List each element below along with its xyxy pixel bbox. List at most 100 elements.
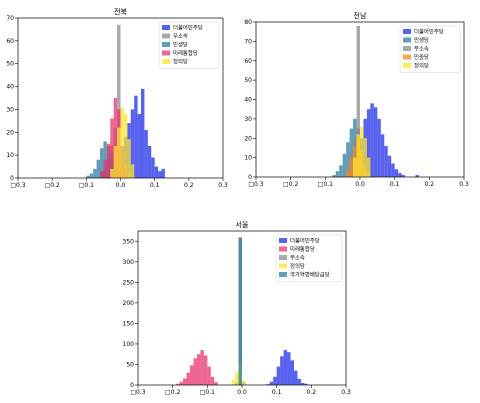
chart-panel-jeonbuk: 전북 □0.3 □0.2 □0.1 0.0 0.1 0.2 0.3 0 10 20 30 40 50 60 7… bbox=[6, 7, 228, 189]
legend-label: 미래통합당 bbox=[290, 245, 315, 253]
bar-seoul-s0-b6 bbox=[287, 352, 291, 385]
bar-jeonbuk-s3-b1 bbox=[103, 159, 107, 178]
y-tick-label: 200 bbox=[123, 300, 135, 307]
x-tick-label: 0.3 bbox=[459, 181, 469, 188]
bar-jeonnam-s1-b2 bbox=[339, 165, 343, 177]
legend-swatch bbox=[403, 29, 411, 34]
x-tick-label: 0.2 bbox=[425, 181, 435, 188]
y-tick-label: 20 bbox=[244, 135, 252, 142]
legend-label: 무소속 bbox=[173, 32, 188, 40]
x-tick-label: □0.1 bbox=[200, 389, 215, 396]
bar-jeonbuk-s0-b6 bbox=[141, 88, 145, 178]
bar-seoul-s0-b11 bbox=[304, 383, 308, 385]
y-tick-label: 300 bbox=[123, 259, 135, 266]
bar-jeonnam-s3-b0 bbox=[346, 169, 350, 177]
chart-title: 전남 bbox=[354, 11, 367, 20]
legend-swatch bbox=[162, 50, 170, 56]
bar-jeonbuk-s4-b6 bbox=[130, 164, 135, 178]
bar-jeonnam-s0-b6 bbox=[377, 118, 381, 177]
bar-jeonnam-s1-b1 bbox=[335, 171, 340, 177]
bar-jeonnam-s3-b1 bbox=[349, 157, 354, 177]
x-tick-label: □0.3 bbox=[130, 389, 145, 396]
y-tick-label: 70 bbox=[6, 15, 14, 22]
x-tick-label: 0.2 bbox=[307, 389, 317, 396]
bar-jeonnam-s0-b8 bbox=[384, 146, 388, 177]
y-tick-label: 0 bbox=[248, 174, 252, 181]
bar-jeonnam-s4-b0 bbox=[353, 157, 357, 177]
x-tick-label: 0.0 bbox=[355, 181, 365, 188]
legend-swatch bbox=[403, 54, 411, 60]
x-tick-label: 0.0 bbox=[116, 182, 126, 189]
legend-swatch bbox=[279, 263, 287, 269]
bar-jeonnam-s0-b12 bbox=[398, 173, 402, 177]
bar-seoul-s0-b0 bbox=[266, 384, 270, 385]
x-tick-label: 0.0 bbox=[237, 389, 247, 396]
chart-title: 전북 bbox=[114, 7, 127, 16]
bar-jeonbuk-s1-b5 bbox=[117, 24, 121, 178]
x-tick-label: □0.1 bbox=[318, 181, 333, 188]
legend-swatch bbox=[162, 25, 170, 30]
bar-seoul-s1-b9 bbox=[207, 366, 211, 385]
y-tick-label: 10 bbox=[244, 155, 252, 162]
legend-label: 더불어민주당 bbox=[173, 24, 203, 32]
legend-label: 민중당 bbox=[414, 53, 429, 61]
legend-swatch bbox=[162, 42, 170, 47]
legend-label: 더불어민주당 bbox=[290, 237, 320, 245]
y-tick-label: 100 bbox=[123, 341, 135, 348]
bar-seoul-s1-b5 bbox=[193, 358, 197, 385]
bar-jeonbuk-s4-b2 bbox=[117, 127, 121, 178]
chart-panel-jeonnam: 전남 □0.3 □0.2 □0.1 0.0 0.1 0.2 0.3 0 10 20 30 40 50 60 7… bbox=[244, 11, 469, 188]
x-tick-label: 0.3 bbox=[218, 182, 228, 189]
bar-seoul-s1-b1 bbox=[179, 381, 184, 385]
x-tick-label: □0.2 bbox=[283, 181, 298, 188]
y-tick-label: 50 bbox=[244, 77, 252, 84]
bar-jeonnam-s0-b3 bbox=[366, 109, 371, 177]
x-tick-label: □0.2 bbox=[165, 389, 180, 396]
bar-seoul-s1-b11 bbox=[214, 382, 218, 385]
bar-jeonbuk-s4-b1 bbox=[113, 146, 118, 178]
legend-label: 정의당 bbox=[290, 263, 305, 270]
bar-seoul-s1-b6 bbox=[196, 354, 201, 385]
y-tick-label: 20 bbox=[6, 129, 14, 136]
bar-jeonnam-s1-b4 bbox=[346, 142, 350, 177]
legend-swatch bbox=[162, 33, 170, 39]
x-tick-label: □0.2 bbox=[45, 182, 60, 189]
y-tick-label: 70 bbox=[244, 38, 252, 45]
bar-seoul-s0-b9 bbox=[297, 378, 301, 385]
bar-jeonbuk-s4-b0 bbox=[110, 168, 114, 178]
bar-seoul-s1-b2 bbox=[183, 378, 187, 385]
bar-jeonbuk-s2-b4 bbox=[100, 148, 104, 178]
legend-swatch bbox=[403, 46, 411, 51]
bar-jeonnam-s0-b13 bbox=[401, 175, 406, 177]
legend-label: 민생당 bbox=[173, 41, 188, 49]
bar-jeonbuk-s0-b5 bbox=[137, 114, 141, 178]
bar-jeonbuk-s2-b0 bbox=[86, 175, 90, 178]
bar-seoul-s0-b1 bbox=[269, 381, 274, 385]
y-tick-label: 60 bbox=[244, 58, 252, 65]
bar-jeonnam-s2-b3 bbox=[356, 25, 360, 177]
y-tick-label: 80 bbox=[244, 19, 252, 26]
bar-seoul-s3-b1 bbox=[235, 372, 239, 385]
bar-seoul-s1-b4 bbox=[190, 365, 194, 385]
bar-jeonnam-s0-b10 bbox=[391, 163, 395, 177]
bar-jeonnam-s0-b7 bbox=[380, 134, 385, 177]
bar-jeonbuk-s2-b1 bbox=[89, 173, 94, 178]
bar-jeonbuk-s0-b4 bbox=[134, 95, 138, 178]
bar-seoul-s1-b7 bbox=[200, 350, 204, 385]
bar-seoul-s0-b2 bbox=[273, 376, 277, 385]
bar-jeonbuk-s0-b11 bbox=[158, 171, 162, 178]
y-tick-label: 10 bbox=[6, 152, 14, 159]
y-tick-label: 0 bbox=[10, 175, 14, 182]
legend-swatch bbox=[279, 272, 287, 277]
bar-jeonbuk-s0-b7 bbox=[144, 130, 148, 178]
y-tick-label: 60 bbox=[6, 38, 14, 45]
legend-swatch bbox=[279, 238, 287, 243]
y-tick-label: 350 bbox=[123, 238, 135, 245]
bar-jeonbuk-s0-b10 bbox=[154, 166, 159, 178]
bar-jeonnam-s0-b4 bbox=[370, 103, 374, 177]
bar-jeonbuk-s4-b5 bbox=[127, 139, 131, 178]
bar-jeonbuk-s3-b4 bbox=[113, 98, 118, 178]
chart-title: 서울 bbox=[236, 220, 249, 229]
bar-seoul-s1-b10 bbox=[210, 376, 215, 385]
